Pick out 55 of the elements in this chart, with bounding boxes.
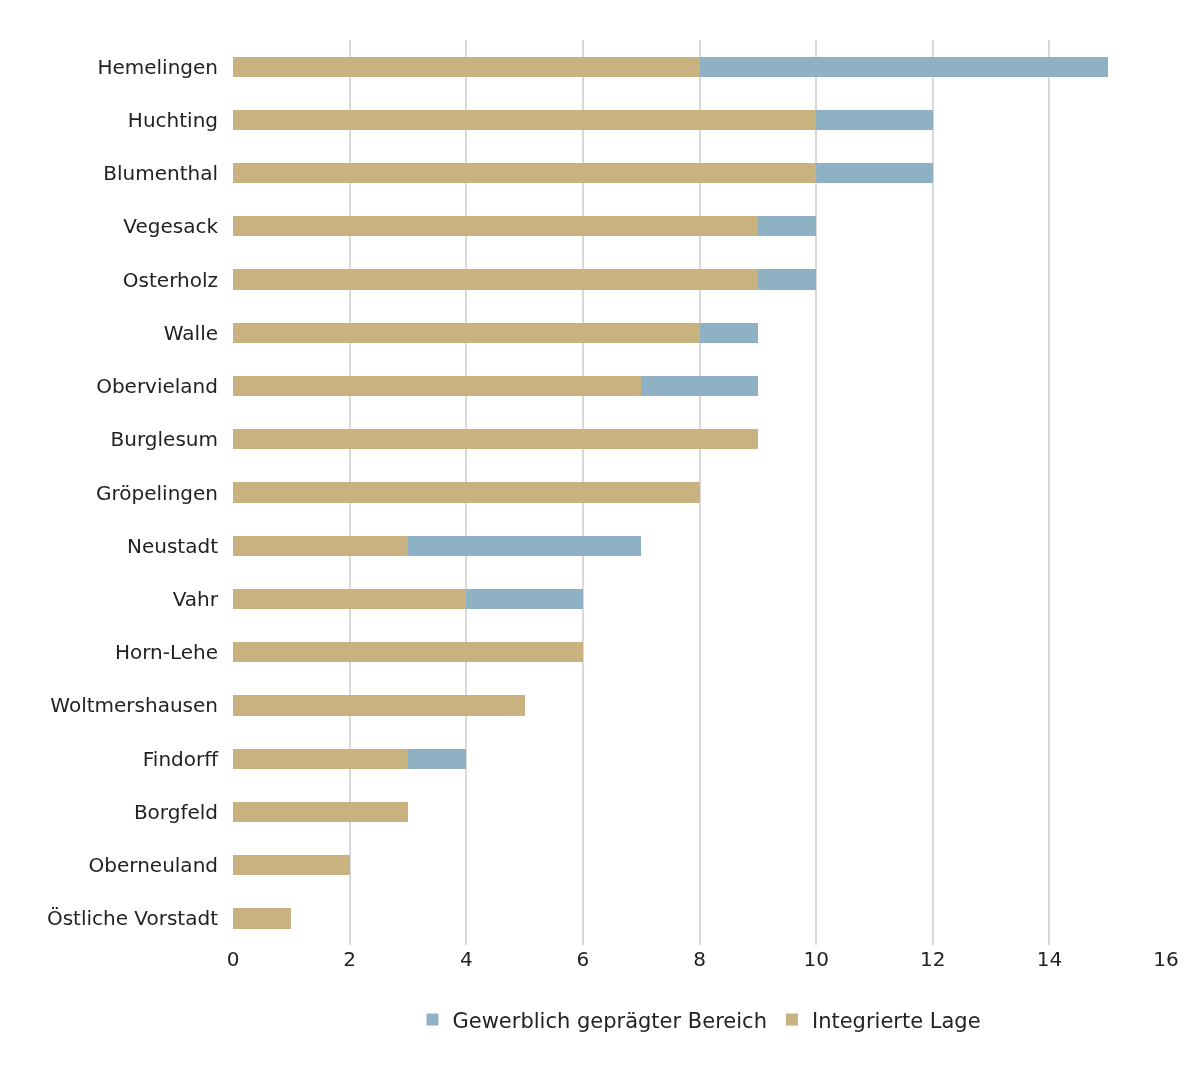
- bar: [233, 109, 817, 130]
- bar: [641, 375, 758, 397]
- bar: [816, 109, 933, 130]
- y-tick-label: Blumenthal: [103, 161, 218, 186]
- y-tick-label: Osterholz: [122, 267, 218, 292]
- y-tick-label: Obervieland: [96, 374, 218, 399]
- bar: [233, 642, 583, 663]
- x-tick-label: 12: [920, 947, 946, 971]
- legend-label: Gewerblich geprägter Bereich: [452, 1008, 767, 1033]
- x-tick-label: 6: [576, 947, 590, 971]
- bar: [233, 908, 292, 929]
- bar: [233, 216, 758, 237]
- y-tick-label: Vegesack: [123, 214, 219, 239]
- bar: [233, 269, 758, 290]
- y-tick-label: Vahr: [172, 586, 219, 611]
- bar: [757, 269, 817, 290]
- bar: [407, 748, 467, 769]
- bar: [233, 56, 700, 77]
- bar: [757, 216, 817, 237]
- x-tick-label: 4: [459, 947, 473, 971]
- y-tick-label: Burglesum: [110, 427, 218, 452]
- x-tick-label: 2: [343, 947, 356, 971]
- bar: [233, 482, 700, 503]
- y-tick-label: Borgfeld: [133, 799, 218, 824]
- x-tick-label: 14: [1036, 947, 1063, 971]
- bar: [407, 535, 642, 556]
- bar: [233, 588, 467, 610]
- bar: [233, 429, 758, 450]
- bar: [699, 56, 1108, 77]
- y-tick-label: Horn-Lehe: [114, 640, 218, 665]
- bar: [233, 855, 350, 876]
- bar: [233, 695, 525, 716]
- y-tick-label: Walle: [163, 320, 218, 345]
- bar: [233, 801, 408, 823]
- y-tick-label: Findorff: [142, 746, 220, 771]
- y-tick-label: Hemelingen: [97, 54, 218, 79]
- legend-label: Integrierte Lage: [811, 1008, 981, 1033]
- bar: [233, 375, 642, 397]
- x-tick-label: 8: [693, 947, 706, 971]
- x-tick-label: 16: [1153, 947, 1179, 971]
- y-tick-label: Östliche Vorstadt: [46, 906, 219, 931]
- y-tick-label: Oberneuland: [88, 853, 218, 878]
- bar: [233, 748, 408, 769]
- y-tick-label: Gröpelingen: [96, 480, 218, 505]
- x-tick-label: 10: [803, 947, 829, 971]
- bar: [233, 322, 700, 343]
- bar: [816, 162, 933, 184]
- bar: [233, 535, 408, 556]
- y-tick-label: Woltmershausen: [50, 693, 218, 718]
- bar: [466, 588, 583, 610]
- x-tick-label: 0: [226, 947, 240, 971]
- y-tick-label: Neustadt: [127, 533, 219, 558]
- bar: [233, 162, 817, 184]
- bar: [699, 322, 758, 343]
- y-tick-label: Huchting: [127, 107, 218, 132]
